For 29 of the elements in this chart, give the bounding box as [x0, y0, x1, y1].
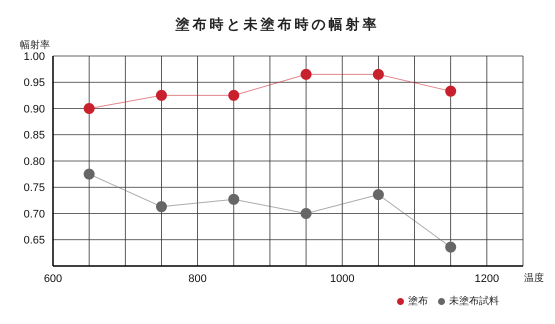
point [300, 68, 312, 80]
point [228, 90, 240, 101]
y-tick-label: 0.70 [24, 208, 45, 220]
legend-label: 塗布 [408, 296, 428, 307]
y-tick-label: 0.90 [24, 103, 45, 116]
y-tick-label: 1.00 [24, 50, 45, 63]
point [445, 242, 456, 253]
x-tick-label: 1200 [474, 272, 500, 285]
y-axis-title: 幅射率 [20, 38, 50, 52]
x-axis-title: 温度 [524, 272, 544, 285]
point [84, 103, 95, 114]
point [156, 201, 167, 212]
point [300, 208, 312, 219]
y-tick-label: 0.80 [24, 156, 45, 168]
point [156, 90, 167, 101]
point [372, 68, 384, 80]
x-tick-label: 600 [44, 272, 62, 285]
x-tick-label: 1000 [330, 272, 354, 285]
chart-title: 塗布時と未塗布時の幅射率 [174, 16, 380, 34]
x-tick-label: 800 [188, 272, 207, 285]
y-tick-label: 0.65 [24, 234, 45, 247]
point [84, 168, 95, 180]
legend-label: 未塗布試料 [449, 296, 499, 307]
point [445, 86, 456, 97]
point [372, 189, 384, 200]
point [228, 194, 240, 205]
y-tick-label: 0.85 [24, 130, 45, 142]
y-tick-label: 0.75 [24, 182, 45, 194]
y-tick-label: 0.95 [24, 77, 45, 90]
